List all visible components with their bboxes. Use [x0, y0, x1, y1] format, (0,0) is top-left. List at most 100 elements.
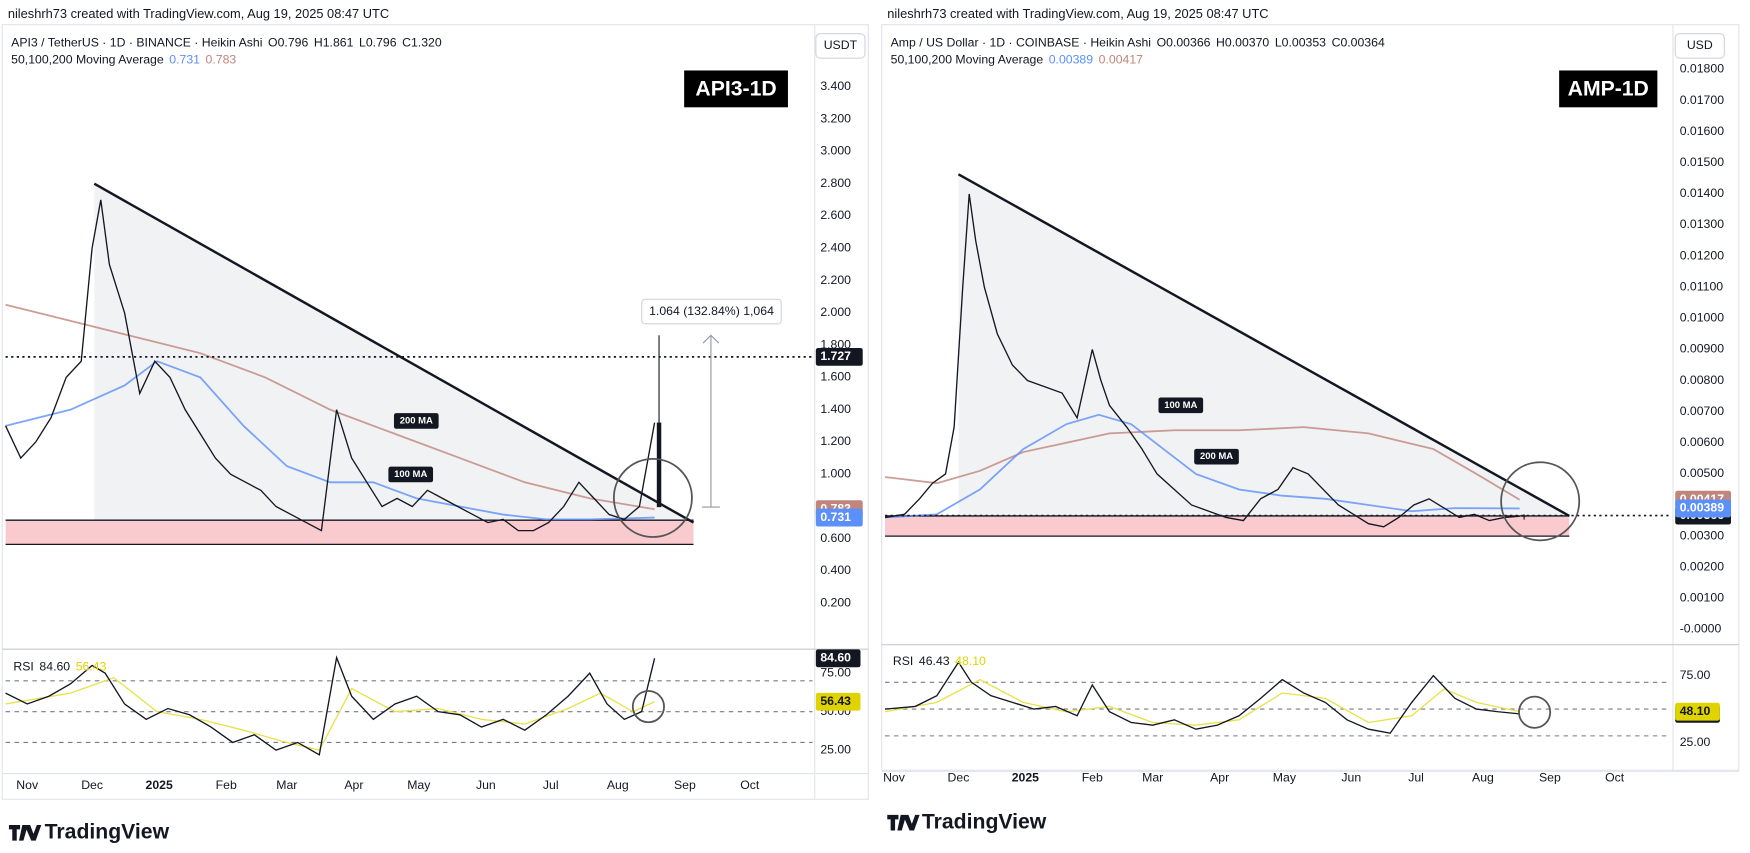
- y-tick-label: 1.400: [820, 402, 851, 416]
- ohlc-value: 0.796: [366, 36, 397, 50]
- logo-text: TradingView: [45, 820, 170, 843]
- trendline: [957, 173, 1570, 517]
- ohlc-name: H: [1216, 36, 1225, 50]
- y-tick-label: 0.00300: [1680, 528, 1725, 542]
- ma-value: 0.00417: [1099, 53, 1144, 67]
- highlight-circle: [1500, 461, 1581, 542]
- y-tick-label: 0.01600: [1680, 124, 1725, 138]
- rsi-badge-text: 56.43: [820, 694, 851, 708]
- symbol-line: Amp / US Dollar · 1D · COINBASE · Heikin…: [891, 36, 1385, 50]
- ma-tag: 100 MA: [1164, 400, 1197, 411]
- symbol-badge: [1559, 70, 1658, 108]
- y-tick-label: 0.01200: [1680, 248, 1725, 262]
- highlight-circle: [612, 457, 693, 538]
- price-badge: [815, 347, 863, 366]
- logo: TradingView: [8, 820, 170, 843]
- ma-line: 50,100,200 Moving Average 0.731 0.783: [11, 53, 236, 67]
- ma-tag-box: [388, 466, 434, 483]
- price-badge-text: 0.731: [820, 510, 851, 524]
- ma-tag-box: [393, 413, 439, 429]
- symbol-line: API3 / TetherUS · 1D · BINANCE · Heikin …: [11, 36, 442, 50]
- ohlc-value: 1.861: [323, 36, 354, 50]
- y-tick-label: 0.00200: [1680, 559, 1725, 573]
- y-tick-label: 0.00100: [1680, 591, 1725, 605]
- moving-average: [5, 360, 655, 521]
- y-tick-label: 1.200: [820, 434, 851, 448]
- x-tick-label: Dec: [948, 770, 970, 784]
- rsi-value: 84.60: [39, 660, 70, 674]
- symbol: API3 / TetherUS · 1D · BINANCE · Heikin …: [11, 36, 262, 50]
- rsi-ma-line: [884, 678, 1520, 726]
- y-tick-label: 0.00700: [1680, 404, 1725, 418]
- x-tick-label: May: [407, 778, 431, 792]
- moving-average: [5, 303, 655, 511]
- y-tick-label: 0.01300: [1680, 217, 1725, 231]
- ohlc-value: 0.00366: [1166, 36, 1211, 50]
- measure-label: 1.064 (132.84%) 1,064: [649, 304, 774, 318]
- rsi-line: [884, 660, 1520, 734]
- x-tick-label: Nov: [16, 778, 39, 792]
- currency: USDT: [824, 38, 858, 52]
- y-tick-label: 0.00600: [1680, 435, 1725, 449]
- y-tick-label: 1.800: [820, 337, 851, 351]
- x-tick-label: Dec: [81, 778, 103, 792]
- x-tick-label: 2025: [146, 778, 173, 792]
- y-tick-label: 2.200: [820, 273, 851, 287]
- y-tick-label: 0.01400: [1680, 186, 1725, 200]
- y-tick-label: 0.00900: [1680, 342, 1725, 356]
- rsi-badge-text: 48.10: [1680, 704, 1711, 718]
- price-line: [4, 199, 656, 532]
- rsi-header: RSI 84.60 56.43: [13, 660, 106, 674]
- currency-box: [1674, 33, 1725, 59]
- rsi-badge-text: 84.60: [820, 651, 851, 665]
- ma-tag-box: [1158, 397, 1204, 414]
- rsi-tick-label: 25.00: [1680, 735, 1711, 749]
- ma-value: 0.00389: [1049, 53, 1094, 67]
- x-tick-label: May: [1273, 770, 1297, 784]
- x-tick-label: Nov: [883, 770, 906, 784]
- price-badge: [815, 508, 863, 527]
- y-tick-label: 0.00800: [1680, 373, 1725, 387]
- y-tick-label: 3.200: [820, 111, 851, 125]
- ohlc-name: O: [268, 36, 278, 50]
- ma-tag: 100 MA: [394, 469, 427, 480]
- candle-body: [656, 422, 662, 508]
- y-tick-label: 0.01100: [1680, 279, 1724, 293]
- candle-body: [1521, 515, 1527, 517]
- moving-average: [884, 426, 1521, 501]
- x-tick-label: Sep: [674, 778, 696, 792]
- chart-panel: nileshrh73 created with TradingView.com,…: [881, 6, 1740, 784]
- x-tick-label: Feb: [216, 778, 237, 792]
- x-tick-label: Jul: [1408, 770, 1424, 784]
- ma-tag-box: [1194, 448, 1239, 465]
- ohlc-value: 0.00353: [1282, 36, 1327, 50]
- chart-frame: [1, 24, 869, 800]
- x-tick-label: Oct: [740, 778, 760, 792]
- logo: TradingView: [887, 810, 1047, 833]
- rsi-tick-label: 25.00: [820, 742, 851, 756]
- support-zone: [885, 515, 1570, 537]
- y-tick-label: 2.600: [820, 208, 851, 222]
- ohlc-value: 0.00370: [1225, 36, 1270, 50]
- rsi-badge: [1675, 702, 1720, 721]
- symbol-badge-text: AMP-1D: [1568, 78, 1649, 101]
- support-zone: [5, 520, 694, 545]
- symbol-badge-text: API3-1D: [695, 78, 776, 101]
- currency: USD: [1687, 38, 1713, 52]
- x-tick-label: Jun: [1341, 770, 1361, 784]
- ma-title: 50,100,200 Moving Average: [891, 53, 1044, 67]
- y-tick-label: 0.01800: [1680, 62, 1725, 76]
- ohlc-name: L: [1275, 36, 1282, 50]
- price-line: [884, 193, 1520, 528]
- symbol: Amp / US Dollar · 1D · COINBASE · Heikin…: [891, 36, 1151, 50]
- y-tick-label: 3.000: [820, 144, 851, 158]
- ohlc-name: C: [1332, 36, 1341, 50]
- rsi-badge: [815, 692, 861, 711]
- symbol-badge: [684, 70, 788, 108]
- logo-text: TradingView: [922, 810, 1047, 833]
- moving-average: [884, 413, 1520, 519]
- y-tick-label: 0.200: [820, 596, 851, 610]
- rsi-title: RSI: [13, 660, 33, 674]
- measure-head: [702, 334, 720, 344]
